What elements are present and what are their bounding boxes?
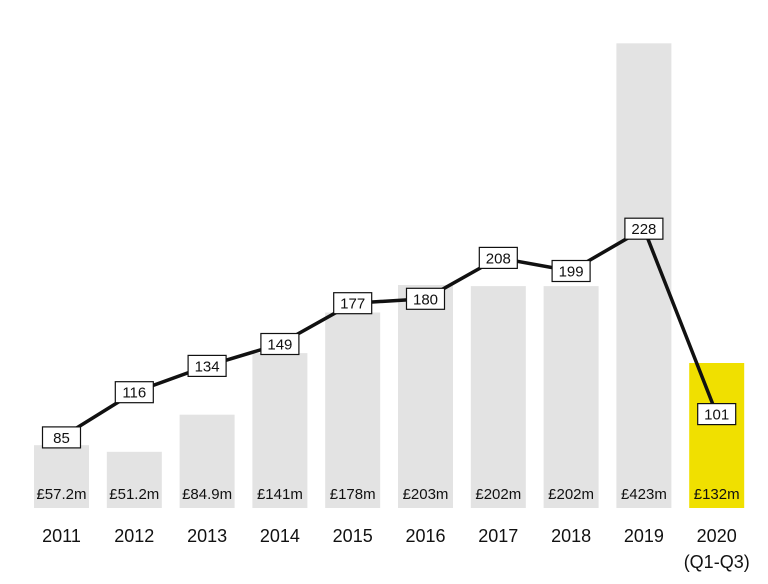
line-path [60, 226, 719, 439]
category-label-7: 2018 [551, 526, 591, 546]
line-point-8: 228 [624, 217, 664, 240]
line-point-box-7 [551, 259, 591, 283]
line-point-box-3 [260, 332, 300, 356]
line-point-box-8 [624, 217, 664, 240]
line-point-label-3: 149 [267, 337, 292, 354]
bar-1 [106, 451, 162, 508]
line-point-box-2 [187, 354, 227, 377]
line-point-2: 134 [187, 354, 227, 377]
bar-value-label-8: £423m [621, 486, 667, 503]
line-point-5: 180 [405, 287, 446, 310]
bar-value-label-9: £132m [694, 486, 740, 503]
category-label-3: 2014 [260, 526, 300, 546]
line-point-7: 199 [551, 259, 591, 283]
line-point-9: 101 [697, 403, 737, 426]
line-series: 85 116 134 149 177 180 208 199 228 101 [41, 217, 737, 449]
bar-3 [252, 353, 308, 508]
bar-series: £57.2m £51.2m £84.9m £141m £178m £203m £202m £2… [34, 43, 745, 509]
line-point-6: 208 [478, 246, 518, 269]
bar-9 [689, 363, 745, 508]
line-point-label-0: 85 [53, 430, 70, 447]
line-point-box-0 [41, 426, 82, 449]
line-point-label-7: 199 [559, 264, 584, 281]
line-point-label-5: 180 [413, 291, 438, 308]
line-point-4: 177 [333, 292, 373, 315]
bar-value-label-7: £202m [548, 486, 594, 503]
line-point-1: 116 [114, 381, 154, 404]
bar-0 [34, 445, 89, 508]
category-label-8: 2019 [624, 526, 664, 546]
category-label-5: 2016 [405, 526, 445, 546]
line-point-label-1: 116 [122, 385, 146, 402]
bar-value-label-1: £51.2m [109, 486, 159, 503]
line-point-3: 149 [260, 332, 300, 356]
bar-2 [179, 414, 235, 508]
bar-value-label-0: £57.2m [36, 486, 86, 503]
line-point-box-4 [333, 292, 373, 315]
line-point-label-2: 134 [195, 358, 220, 375]
line-point-label-8: 228 [631, 221, 656, 238]
bar-6 [470, 286, 526, 508]
bar-value-label-5: £203m [403, 486, 449, 503]
category-label-9-line1: (Q1-Q3) [684, 552, 750, 572]
line-point-label-6: 208 [486, 250, 511, 267]
category-label-6: 2017 [478, 526, 518, 546]
bar-4 [325, 312, 381, 508]
bar-5 [398, 285, 453, 508]
line-point-0: 85 [41, 426, 82, 449]
line-point-label-4: 177 [340, 296, 365, 313]
category-label-2: 2013 [187, 526, 227, 546]
category-label-1: 2012 [114, 526, 154, 546]
category-label-9: 2020 [697, 526, 737, 546]
bar-value-label-4: £178m [330, 486, 376, 503]
line-point-box-5 [405, 287, 446, 310]
line-point-box-1 [114, 381, 154, 404]
bar-value-label-2: £84.9m [182, 486, 232, 503]
x-axis: 2011 2012 2013 2014 2015 2016 2017 2018 2019 2020… [42, 526, 750, 572]
line-point-label-9: 101 [704, 407, 729, 424]
category-label-0: 2011 [42, 526, 81, 546]
bar-value-label-3: £141m [257, 486, 303, 503]
bar-value-label-6: £202m [475, 486, 521, 503]
line-point-box-6 [478, 246, 518, 269]
category-label-4: 2015 [333, 526, 373, 546]
bar-7 [543, 286, 599, 508]
line-point-box-9 [697, 403, 737, 426]
